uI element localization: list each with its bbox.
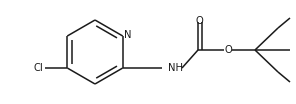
Text: NH: NH — [168, 63, 183, 73]
Text: N: N — [124, 30, 131, 40]
Text: O: O — [195, 16, 203, 26]
Text: Cl: Cl — [33, 63, 43, 73]
Text: O: O — [224, 45, 232, 55]
